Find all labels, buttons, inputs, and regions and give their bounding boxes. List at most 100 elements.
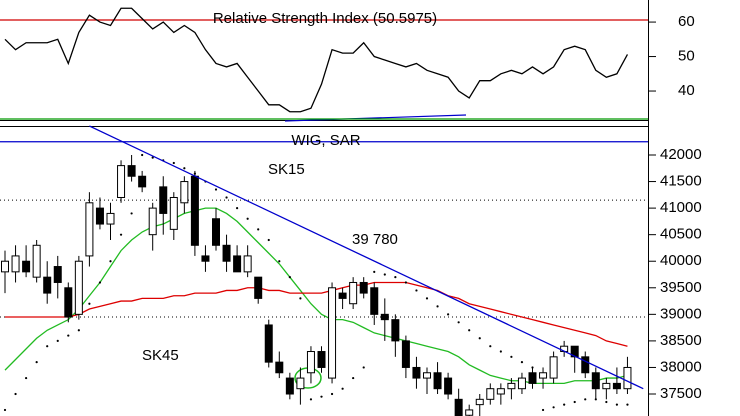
candle-body bbox=[190, 175, 199, 246]
y-tick-label: 40000 bbox=[660, 252, 702, 269]
candle-body bbox=[591, 372, 600, 390]
sar-dot bbox=[341, 387, 344, 390]
sar-dot bbox=[88, 302, 91, 305]
candle-body bbox=[22, 260, 31, 273]
candle-body bbox=[117, 165, 126, 198]
candle-body bbox=[169, 196, 178, 230]
candle-body bbox=[85, 202, 94, 257]
candle-body bbox=[612, 382, 621, 390]
y-tick-label: 40500 bbox=[660, 226, 702, 243]
panel-title: WIG, SAR bbox=[291, 132, 360, 149]
candle-body bbox=[264, 324, 273, 363]
candle-body bbox=[32, 244, 41, 278]
sar-dot bbox=[615, 403, 619, 406]
candle-body bbox=[623, 366, 632, 390]
candle-body bbox=[159, 186, 168, 214]
sar-dot bbox=[267, 238, 270, 242]
sar-dot bbox=[98, 281, 102, 284]
sar-dot bbox=[35, 361, 38, 364]
sar-dot bbox=[141, 153, 144, 157]
sar-dot bbox=[130, 212, 133, 215]
y-tick-label: 39000 bbox=[660, 305, 702, 322]
sar-dot bbox=[362, 366, 365, 369]
y-tick-label: 39500 bbox=[660, 279, 702, 296]
y-tick-label: 41000 bbox=[660, 199, 702, 216]
candle-body bbox=[602, 382, 611, 390]
sar-dot bbox=[236, 207, 239, 210]
sar-dot bbox=[77, 329, 80, 332]
rsi-line bbox=[4, 7, 629, 113]
candle-body bbox=[507, 382, 516, 390]
sar-dot bbox=[447, 313, 450, 316]
sar-dot bbox=[436, 305, 439, 308]
sar-dot bbox=[246, 217, 249, 220]
sar-dot bbox=[478, 337, 481, 340]
candle-body bbox=[11, 255, 20, 273]
sar-dot bbox=[56, 339, 59, 342]
sar-dot bbox=[46, 345, 49, 348]
candle-body bbox=[201, 255, 210, 262]
candle-body bbox=[581, 356, 590, 374]
candle-body bbox=[380, 313, 389, 321]
sar-dot bbox=[626, 403, 629, 406]
divergence-line bbox=[284, 114, 467, 122]
trend-line bbox=[89, 125, 644, 390]
sar-dot bbox=[352, 376, 355, 380]
candle-body bbox=[496, 388, 505, 395]
sar-dot bbox=[183, 167, 186, 170]
sar-dot bbox=[605, 400, 608, 404]
sar-dot bbox=[563, 403, 566, 406]
candle-body bbox=[454, 398, 463, 416]
candle-body bbox=[233, 255, 242, 273]
series-label: SK15 bbox=[268, 161, 305, 178]
candle-body bbox=[222, 244, 231, 262]
sar-dot bbox=[573, 400, 576, 404]
sar-dot bbox=[415, 289, 418, 292]
candle-body bbox=[549, 356, 558, 379]
candle-body bbox=[359, 281, 368, 294]
candle-body bbox=[127, 165, 136, 177]
candle-body bbox=[275, 361, 284, 374]
series-label: SK45 bbox=[142, 347, 179, 364]
candle-body bbox=[138, 175, 147, 188]
candle-body bbox=[53, 266, 62, 283]
y-tick-label: 37500 bbox=[660, 385, 702, 402]
sar-dot bbox=[584, 398, 587, 401]
candle-body bbox=[1, 260, 9, 273]
y-tick-label: 38000 bbox=[660, 358, 702, 375]
sar-dot bbox=[225, 196, 228, 199]
sar-dot bbox=[425, 297, 429, 300]
panel-title: Relative Strength Index (50.5975) bbox=[213, 10, 437, 27]
candle-body bbox=[180, 181, 189, 204]
sar-dot bbox=[278, 260, 281, 263]
candle-body bbox=[423, 372, 431, 379]
candle-body bbox=[401, 340, 410, 368]
sar-dot bbox=[489, 345, 492, 348]
sar-dot bbox=[109, 260, 112, 263]
sar-dot bbox=[172, 161, 175, 165]
candle-body bbox=[148, 207, 157, 236]
sar-dot bbox=[383, 273, 386, 276]
sar-dot bbox=[499, 350, 502, 353]
sar-dot bbox=[3, 408, 7, 412]
candle-body bbox=[444, 377, 453, 395]
sar-dot bbox=[67, 334, 70, 337]
sar-dot bbox=[320, 395, 323, 398]
sar-dot bbox=[457, 321, 460, 324]
sar-dot bbox=[151, 156, 154, 159]
candle-body bbox=[43, 276, 52, 294]
candle-body bbox=[296, 377, 305, 390]
sar-dot bbox=[309, 398, 313, 401]
candle-body bbox=[349, 281, 358, 305]
sar-dot bbox=[541, 408, 545, 412]
candle-body bbox=[370, 287, 379, 315]
candle-body bbox=[517, 377, 526, 390]
sar-dot bbox=[552, 406, 555, 409]
candle-body bbox=[391, 319, 400, 342]
y-tick-label: 60 bbox=[678, 13, 695, 30]
candle-body bbox=[475, 398, 484, 406]
sar-dot bbox=[373, 270, 376, 273]
candle-body bbox=[317, 351, 326, 368]
candle-body bbox=[74, 260, 83, 315]
